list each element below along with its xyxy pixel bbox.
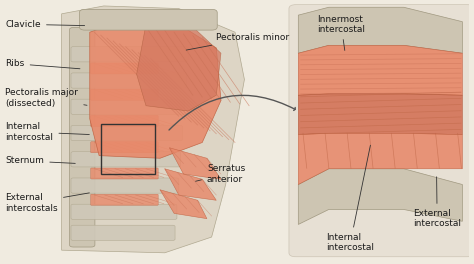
Text: Ribs: Ribs xyxy=(5,59,80,69)
Polygon shape xyxy=(298,133,462,185)
FancyBboxPatch shape xyxy=(91,194,158,205)
Polygon shape xyxy=(160,190,207,219)
FancyBboxPatch shape xyxy=(70,27,95,247)
Polygon shape xyxy=(137,24,221,111)
FancyBboxPatch shape xyxy=(91,168,158,179)
FancyBboxPatch shape xyxy=(71,178,179,193)
Text: Serratus
anterior: Serratus anterior xyxy=(196,164,245,184)
Text: Pectoralis minor: Pectoralis minor xyxy=(186,33,290,50)
Polygon shape xyxy=(298,169,462,224)
FancyBboxPatch shape xyxy=(71,225,175,241)
FancyBboxPatch shape xyxy=(289,5,474,257)
Polygon shape xyxy=(90,19,221,158)
Text: Sternum: Sternum xyxy=(5,156,75,165)
Text: Internal
intercostal: Internal intercostal xyxy=(5,122,89,142)
FancyBboxPatch shape xyxy=(71,73,186,88)
Text: External
intercostal: External intercostal xyxy=(413,177,461,228)
Polygon shape xyxy=(169,148,221,179)
FancyBboxPatch shape xyxy=(91,89,158,100)
Polygon shape xyxy=(165,169,216,200)
Text: Innermost
intercostal: Innermost intercostal xyxy=(317,15,365,50)
Polygon shape xyxy=(298,94,462,135)
FancyBboxPatch shape xyxy=(91,115,158,126)
FancyBboxPatch shape xyxy=(71,125,182,141)
FancyBboxPatch shape xyxy=(71,99,184,114)
Polygon shape xyxy=(62,6,245,253)
Text: Internal
intercostal: Internal intercostal xyxy=(327,145,374,252)
Polygon shape xyxy=(298,45,462,95)
Polygon shape xyxy=(298,7,462,53)
Text: Pectoralis major
(dissected): Pectoralis major (dissected) xyxy=(5,88,87,107)
Text: External
intercostals: External intercostals xyxy=(5,193,90,213)
FancyBboxPatch shape xyxy=(71,152,181,167)
FancyBboxPatch shape xyxy=(91,63,158,74)
Text: Clavicle: Clavicle xyxy=(5,20,85,29)
FancyBboxPatch shape xyxy=(71,47,188,62)
FancyBboxPatch shape xyxy=(91,142,158,153)
Bar xyxy=(101,124,155,174)
FancyBboxPatch shape xyxy=(80,9,217,30)
FancyBboxPatch shape xyxy=(71,204,177,219)
